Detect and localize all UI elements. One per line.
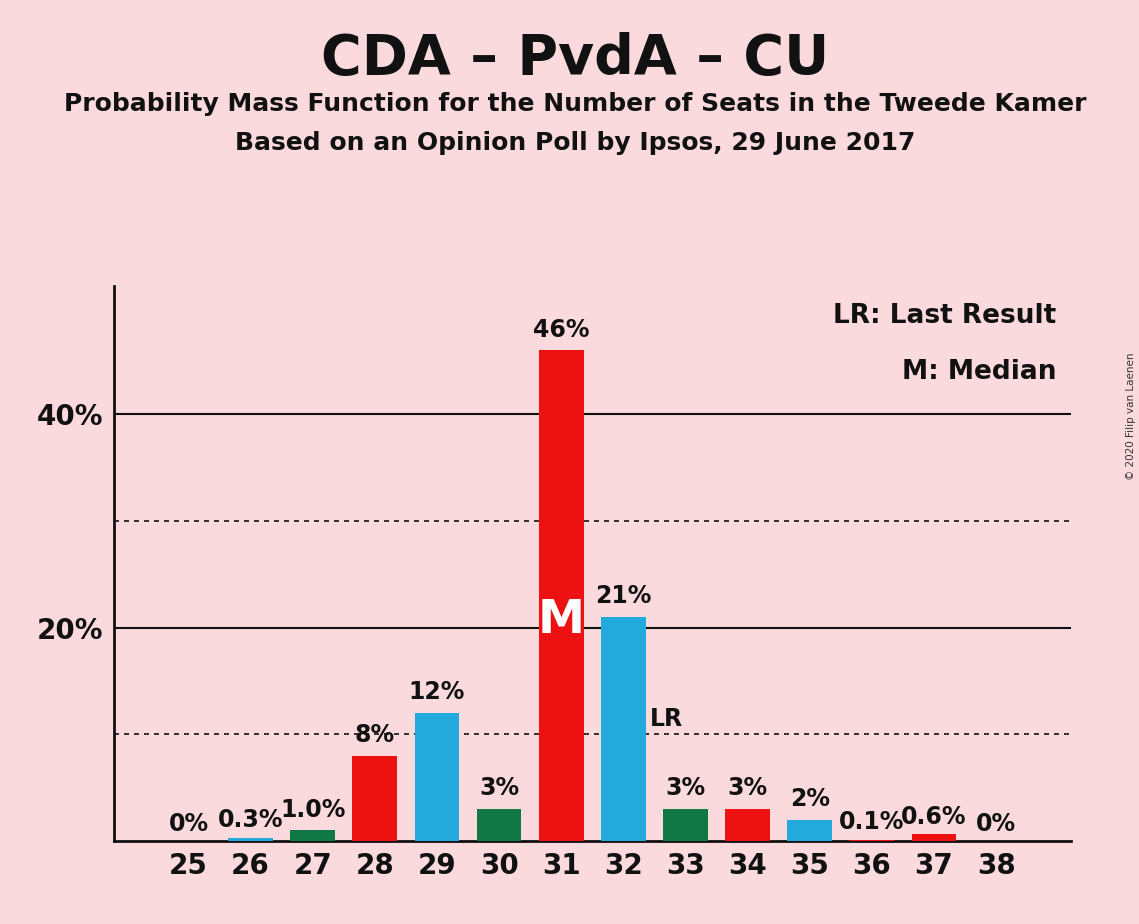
Text: 2%: 2% bbox=[789, 787, 829, 811]
Bar bbox=[601, 617, 646, 841]
Text: 1.0%: 1.0% bbox=[280, 797, 345, 821]
Bar bbox=[477, 808, 522, 841]
Text: 0.6%: 0.6% bbox=[901, 805, 967, 829]
Text: M: Median: M: Median bbox=[902, 359, 1056, 384]
Text: CDA – PvdA – CU: CDA – PvdA – CU bbox=[321, 32, 829, 86]
Text: 12%: 12% bbox=[409, 680, 465, 704]
Bar bbox=[352, 756, 398, 841]
Bar bbox=[911, 834, 957, 841]
Text: 46%: 46% bbox=[533, 318, 590, 342]
Text: 0.3%: 0.3% bbox=[218, 808, 284, 833]
Text: LR: Last Result: LR: Last Result bbox=[833, 303, 1056, 329]
Text: 0%: 0% bbox=[169, 811, 208, 835]
Bar bbox=[850, 840, 894, 841]
Text: 8%: 8% bbox=[354, 723, 395, 747]
Text: 21%: 21% bbox=[596, 584, 652, 608]
Bar bbox=[290, 830, 335, 841]
Text: © 2020 Filip van Laenen: © 2020 Filip van Laenen bbox=[1126, 352, 1136, 480]
Text: Based on an Opinion Poll by Ipsos, 29 June 2017: Based on an Opinion Poll by Ipsos, 29 Ju… bbox=[235, 131, 916, 155]
Text: 3%: 3% bbox=[728, 776, 768, 800]
Text: 0.1%: 0.1% bbox=[839, 810, 904, 834]
Text: 0%: 0% bbox=[976, 811, 1016, 835]
Bar bbox=[228, 838, 273, 841]
Text: 3%: 3% bbox=[480, 776, 519, 800]
Text: LR: LR bbox=[649, 707, 682, 731]
Text: Probability Mass Function for the Number of Seats in the Tweede Kamer: Probability Mass Function for the Number… bbox=[64, 92, 1087, 116]
Text: M: M bbox=[538, 598, 584, 643]
Bar bbox=[663, 808, 707, 841]
Bar bbox=[787, 820, 833, 841]
Bar bbox=[415, 713, 459, 841]
Bar bbox=[539, 350, 583, 841]
Bar bbox=[726, 808, 770, 841]
Text: 3%: 3% bbox=[665, 776, 705, 800]
